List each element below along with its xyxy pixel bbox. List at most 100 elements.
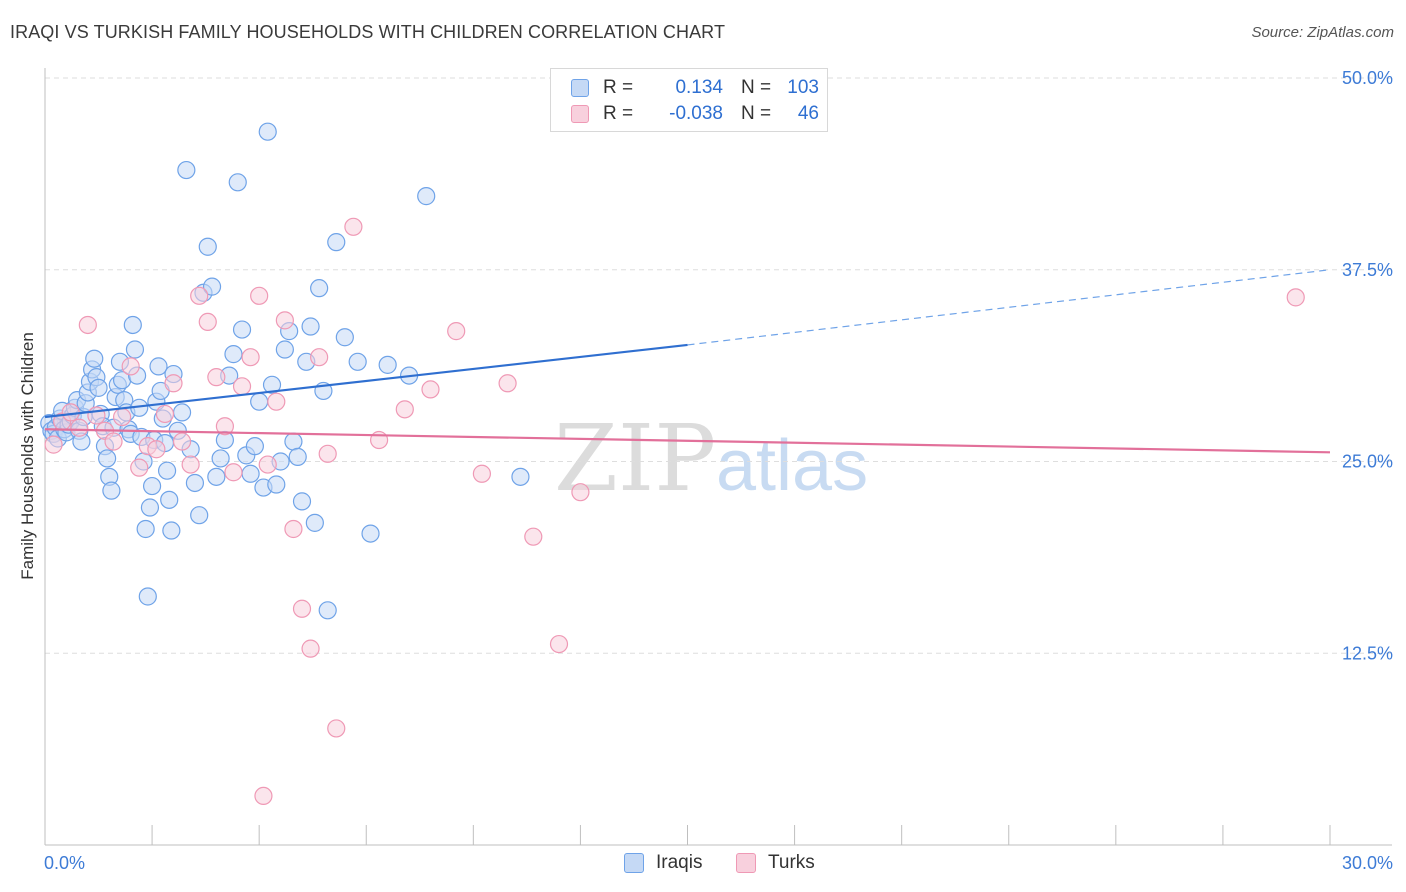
series-legend-iraqis: Iraqis	[624, 852, 702, 874]
source-credit: Source: ZipAtlas.com	[1251, 24, 1394, 41]
data-point-iraqis	[250, 392, 269, 411]
data-point-iraqis	[361, 524, 380, 543]
data-point-iraqis	[267, 475, 286, 494]
data-point-iraqis	[123, 315, 142, 335]
data-point-iraqis	[232, 320, 252, 339]
trendline-iraqis	[44, 343, 688, 419]
data-point-iraqis	[310, 279, 329, 298]
data-point-iraqis	[228, 173, 247, 192]
data-point-iraqis	[335, 328, 354, 347]
series-legend: Iraqis Turks	[0, 852, 1406, 878]
data-point-iraqis	[417, 187, 436, 206]
series-swatch-turks	[736, 853, 756, 873]
data-point-turks	[549, 634, 569, 654]
watermark-atlas: atlas	[716, 426, 868, 506]
data-point-iraqis	[292, 492, 312, 511]
data-point-turks	[524, 527, 543, 546]
chart-title: IRAQI VS TURKISH FAMILY HOUSEHOLDS WITH …	[10, 22, 726, 42]
data-point-turks	[181, 455, 200, 474]
data-point-iraqis	[288, 447, 307, 466]
legend-row-iraqis: R = 0.134 N = 103	[571, 76, 819, 100]
data-point-turks	[344, 217, 363, 236]
data-point-turks	[327, 719, 346, 738]
trendline-iraqis-projection	[687, 269, 1331, 346]
data-point-turks	[472, 464, 491, 483]
legend-r-value-iraqis: 0.134	[675, 77, 723, 98]
data-point-turks	[121, 357, 140, 376]
data-point-iraqis	[125, 340, 145, 359]
data-point-iraqis	[198, 237, 217, 256]
data-point-turks	[172, 432, 192, 451]
legend-r-label: R =	[603, 77, 634, 98]
data-point-iraqis	[140, 498, 160, 517]
data-point-iraqis	[177, 160, 196, 180]
data-point-turks	[104, 432, 123, 451]
data-point-turks	[275, 311, 294, 330]
data-point-turks	[207, 368, 226, 387]
legend-n-value-iraqis: 103	[787, 77, 819, 98]
data-point-turks	[1286, 288, 1305, 307]
series-legend-turks: Turks	[736, 852, 815, 874]
data-point-iraqis	[275, 340, 294, 359]
data-point-iraqis	[162, 521, 181, 540]
data-point-iraqis	[327, 233, 346, 252]
x-tick-label: 30.0%	[1342, 853, 1393, 873]
data-point-iraqis	[241, 464, 260, 483]
legend-r-label: R =	[603, 103, 634, 124]
data-point-turks	[215, 417, 234, 436]
data-point-turks	[254, 786, 273, 806]
data-point-turks	[78, 315, 97, 335]
data-point-iraqis	[224, 345, 243, 364]
data-point-iraqis	[202, 277, 222, 296]
data-point-turks	[447, 322, 466, 341]
data-point-turks	[164, 374, 183, 393]
data-point-turks	[44, 435, 63, 454]
data-point-iraqis	[301, 317, 320, 336]
legend-row-turks: R = -0.038 N = 46	[571, 102, 819, 126]
data-point-iraqis	[185, 473, 205, 493]
legend-n-label: N =	[741, 103, 772, 124]
data-point-iraqis	[172, 403, 192, 422]
data-point-iraqis	[305, 513, 324, 532]
data-point-iraqis	[160, 490, 179, 509]
data-point-turks	[70, 418, 89, 437]
data-point-turks	[232, 377, 252, 396]
data-point-iraqis	[85, 349, 104, 368]
data-point-iraqis	[138, 587, 157, 606]
trendline-turks	[44, 428, 1331, 454]
data-point-turks	[421, 380, 440, 399]
data-point-turks	[267, 392, 286, 411]
data-point-turks	[292, 599, 312, 618]
data-point-iraqis	[207, 467, 226, 486]
data-point-iraqis	[245, 437, 264, 456]
legend-n-label: N =	[741, 77, 772, 98]
data-point-iraqis	[284, 432, 303, 451]
data-point-iraqis	[258, 122, 277, 141]
data-point-turks	[198, 312, 217, 332]
data-point-turks	[395, 400, 414, 419]
data-point-iraqis	[262, 375, 282, 394]
data-point-iraqis	[511, 467, 530, 486]
data-point-turks	[250, 286, 269, 305]
data-point-iraqis	[348, 352, 367, 371]
series-label-turks: Turks	[768, 852, 815, 873]
legend-swatch-iraqis	[571, 79, 589, 97]
data-point-turks	[284, 519, 303, 539]
data-point-iraqis	[142, 476, 162, 496]
y-tick-label: 25.0%	[1342, 452, 1393, 472]
data-point-iraqis	[190, 506, 209, 525]
data-point-turks	[224, 463, 243, 482]
series-label-iraqis: Iraqis	[656, 852, 703, 873]
y-tick-label: 50.0%	[1342, 68, 1393, 88]
data-point-turks	[318, 444, 337, 463]
data-point-turks	[571, 483, 590, 502]
data-point-turks	[190, 286, 209, 305]
data-point-turks	[241, 348, 260, 367]
data-point-turks	[112, 407, 132, 427]
legend-n-value-turks: 46	[797, 103, 819, 124]
data-point-turks	[301, 639, 320, 658]
x-tick-label: 0.0%	[44, 853, 85, 873]
data-point-turks	[130, 458, 149, 477]
data-point-turks	[310, 348, 329, 367]
